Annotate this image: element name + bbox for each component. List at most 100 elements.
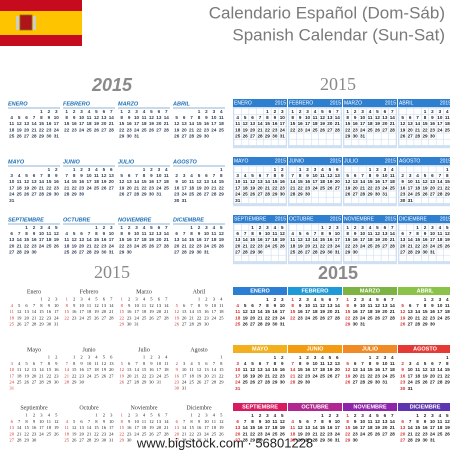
day-number: 25 [219,315,224,320]
day-number: 28 [212,379,217,384]
day-number: 22 [415,431,421,436]
day-number: 13 [353,367,359,372]
day-number: 29 [272,192,278,197]
day-number: 9 [354,115,357,120]
day-number: 20 [182,315,187,320]
day-number: 10 [79,115,85,120]
day-number: 28 [39,192,45,197]
day-number: 21 [415,315,421,320]
day-number: 30 [102,437,107,442]
day-number: 20 [335,179,341,184]
day-cell [421,197,429,204]
day-number: 17 [335,425,341,430]
day-number: 26 [102,373,107,378]
day-number: 28 [437,192,443,197]
day-number: 24 [360,431,366,436]
day-number: 2 [329,413,332,418]
day-cell [351,243,359,249]
day-cell [414,120,421,127]
day-number: 1 [73,355,76,360]
day-number: 21 [335,309,341,314]
day-cell [359,236,366,243]
day-number: 9 [33,419,36,424]
day-number: 19 [119,373,124,378]
day-number: 1 [143,355,146,360]
day-number: 11 [272,231,277,236]
day-cell [289,166,297,173]
day-cell [319,191,326,197]
day-number: 9 [198,231,201,236]
day-number: 18 [235,127,241,132]
day-cell [264,172,271,179]
day-number: 4 [244,361,247,366]
day-number: 30 [127,321,132,326]
day-number: 10 [360,231,366,236]
day-number: 21 [164,425,169,430]
day-number: 27 [353,380,359,385]
day-number: 2 [128,109,131,114]
day-number: 22 [219,373,224,378]
day-number: 6 [33,173,36,178]
day-number: 20 [382,121,388,126]
day-number: 25 [437,431,443,436]
day-number: 18 [235,315,241,320]
day-cell [388,249,396,255]
day-number: 20 [335,367,341,372]
day-number: 26 [149,315,154,320]
day-number: 19 [54,425,59,430]
day-number: 12 [400,121,406,126]
day-number: 5 [424,361,427,366]
day-number: 13 [250,121,256,126]
day-number: 7 [165,297,168,302]
day-number: 3 [409,361,412,366]
day-number: 9 [281,173,284,178]
day-cell [296,108,304,115]
day-number: 4 [446,109,449,114]
day-cell [278,172,286,179]
day-number: 31 [408,198,414,203]
day-number: 10 [182,179,188,184]
day-cell [289,178,297,185]
day-number: 23 [196,243,202,248]
day-number: 19 [375,309,381,314]
day-number: 15 [219,179,225,184]
day-number: 12 [445,419,450,424]
day-cell [406,249,414,255]
day-number: 9 [55,173,58,178]
day-number: 23 [149,185,155,190]
day-number: 14 [408,425,414,430]
day-number: 16 [127,425,132,430]
day-number: 10 [265,231,271,236]
day-number: 14 [212,367,217,372]
day-cell [249,249,256,255]
month-name: Junio [82,347,95,353]
day-number: 4 [274,225,277,230]
day-cell [388,108,396,115]
day-number: 20 [174,243,180,248]
day-cell [359,127,366,133]
day-number: 28 [182,250,188,255]
day-number: 20 [31,185,37,190]
day-number: 20 [156,121,162,126]
day-number: 6 [158,413,161,418]
day-number: 28 [408,250,414,255]
day-number: 5 [95,109,98,114]
day-number: 29 [345,250,351,255]
day-number: 23 [430,315,436,320]
day-number: 9 [48,303,51,308]
day-number: 3 [110,225,113,230]
day-cell [351,249,359,255]
day-number: 17 [39,425,44,430]
day-number: 1 [66,297,69,302]
day-number: 19 [102,367,107,372]
day-number: 17 [265,237,271,242]
day-number: 30 [31,250,37,255]
day-number: 5 [346,361,349,366]
day-cell [271,243,279,249]
month-name: Julio [138,347,150,353]
day-number: 6 [336,167,339,172]
month-year: 2015 [385,158,396,164]
day-number: 8 [73,361,76,366]
day-number: 8 [346,231,349,236]
day-cell [388,127,396,133]
